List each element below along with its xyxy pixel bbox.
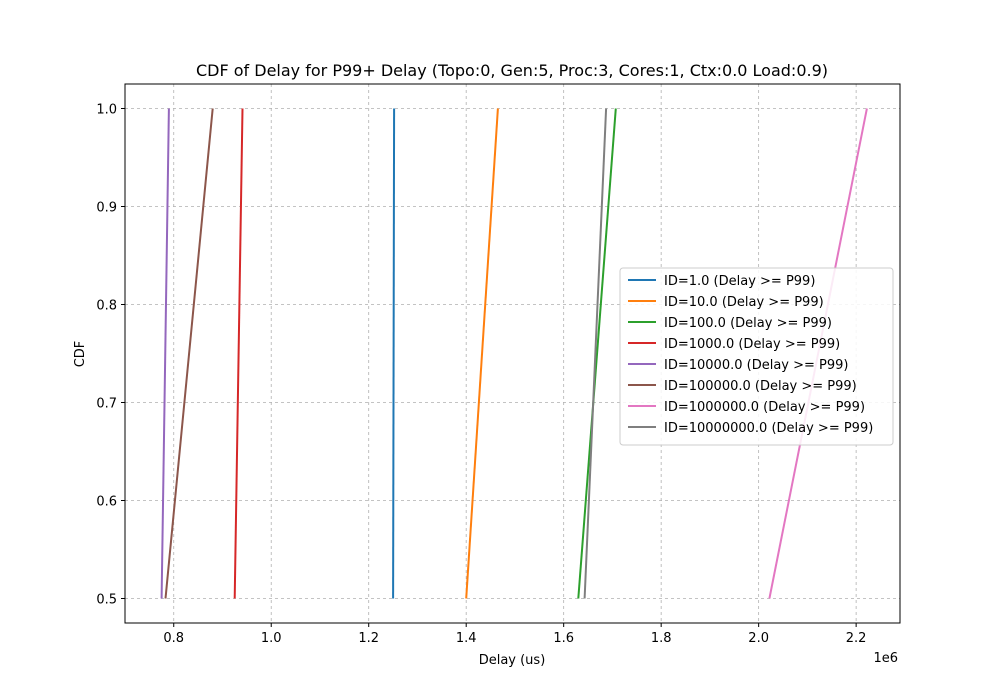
x-tick-label: 1.0 bbox=[261, 631, 282, 646]
legend-box bbox=[619, 267, 894, 446]
x-tick-label: 1.6 bbox=[553, 631, 574, 646]
x-tick-label: 2.0 bbox=[748, 631, 769, 646]
series-line-4 bbox=[233, 108, 244, 599]
series-line-8 bbox=[583, 108, 608, 599]
series-line-6 bbox=[164, 108, 214, 599]
x-axis-ticks: 0.8 1.0 1.2 1.4 1.6 1.8 2.0 2.2 bbox=[163, 623, 866, 646]
y-tick-label: 0.7 bbox=[96, 397, 117, 412]
x-tick-label: 2.2 bbox=[846, 631, 867, 646]
y-tick-label: 0.9 bbox=[96, 201, 117, 216]
legend-entry: ID=1.0 (Delay >= P99) bbox=[664, 274, 815, 289]
y-tick-label: 0.6 bbox=[96, 495, 117, 510]
plot-frame bbox=[124, 83, 901, 624]
series-line-2 bbox=[465, 108, 499, 599]
legend-entry: ID=10000000.0 (Delay >= P99) bbox=[664, 421, 873, 436]
x-tick-label: 0.8 bbox=[163, 631, 184, 646]
legend-entry: ID=100000.0 (Delay >= P99) bbox=[664, 379, 857, 394]
x-axis-label: Delay (us) bbox=[479, 653, 546, 668]
y-axis-label: CDF bbox=[73, 341, 88, 368]
legend-entry: ID=1000.0 (Delay >= P99) bbox=[664, 337, 840, 352]
legend-entry: ID=10000.0 (Delay >= P99) bbox=[664, 358, 848, 373]
legend-entry: ID=10.0 (Delay >= P99) bbox=[664, 295, 824, 310]
x-axis-offset-label: 1e6 bbox=[873, 651, 898, 666]
series-line-5 bbox=[160, 108, 170, 599]
legend-entry: ID=1000000.0 (Delay >= P99) bbox=[664, 400, 865, 415]
x-tick-label: 1.4 bbox=[456, 631, 477, 646]
chart-title: CDF of Delay for P99+ Delay (Topo:0, Gen… bbox=[196, 61, 828, 80]
y-axis-ticks: 0.5 0.6 0.7 0.8 0.9 1.0 bbox=[96, 103, 125, 608]
y-tick-label: 0.8 bbox=[96, 299, 117, 314]
series-line-3 bbox=[577, 108, 617, 599]
x-tick-label: 1.8 bbox=[651, 631, 672, 646]
x-tick-label: 1.2 bbox=[358, 631, 379, 646]
y-tick-label: 1.0 bbox=[96, 103, 117, 118]
series-line-1 bbox=[392, 108, 396, 599]
legend: ID=1.0 (Delay >= P99) ID=10.0 (Delay >= P… bbox=[619, 267, 894, 446]
legend-entry: ID=100.0 (Delay >= P99) bbox=[664, 316, 832, 331]
y-tick-label: 0.5 bbox=[96, 593, 117, 608]
